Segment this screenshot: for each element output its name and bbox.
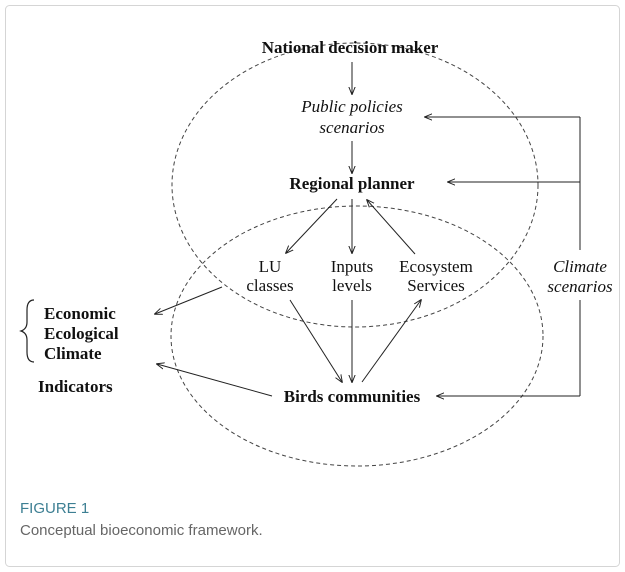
arrow bbox=[289, 299, 342, 382]
lu-node: classes bbox=[246, 276, 293, 295]
inputs-node: levels bbox=[332, 276, 372, 295]
caption-label: FIGURE 1 bbox=[20, 500, 89, 517]
figure-frame bbox=[5, 5, 620, 567]
climate-node: Climate bbox=[553, 257, 607, 276]
planning-ellipse bbox=[171, 42, 539, 328]
brace bbox=[19, 299, 35, 363]
lu-node: LU bbox=[259, 257, 282, 276]
arrow bbox=[155, 286, 223, 314]
arrow bbox=[157, 364, 273, 397]
climate-node: scenarios bbox=[547, 277, 613, 296]
birds-node: Birds communities bbox=[284, 387, 421, 406]
arrow bbox=[286, 198, 338, 253]
national-node: National decision maker bbox=[262, 38, 439, 57]
arrow bbox=[367, 200, 416, 255]
inputs-node: Inputs bbox=[331, 257, 374, 276]
indicator-type: Climate bbox=[44, 344, 102, 363]
arrow bbox=[361, 300, 421, 383]
indicator-type: Ecological bbox=[44, 324, 119, 343]
policies-node: scenarios bbox=[319, 118, 385, 137]
ecology-ellipse bbox=[170, 205, 544, 467]
policies-node: Public policies bbox=[300, 97, 403, 116]
indicator-type: Economic bbox=[44, 304, 116, 323]
indicators-node: Indicators bbox=[38, 377, 113, 396]
ecosystem-node: Ecosystem bbox=[399, 257, 473, 276]
ecosystem-node: Services bbox=[407, 276, 465, 295]
caption-text: Conceptual bioeconomic framework. bbox=[20, 522, 263, 539]
regional-node: Regional planner bbox=[289, 174, 415, 193]
